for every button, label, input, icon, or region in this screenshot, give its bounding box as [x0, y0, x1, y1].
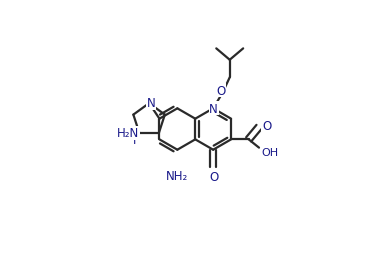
Text: N: N	[147, 97, 156, 110]
Text: OH: OH	[262, 148, 279, 157]
Text: F: F	[133, 133, 140, 146]
Text: NH₂: NH₂	[166, 170, 188, 183]
Text: O: O	[209, 170, 218, 183]
Text: O: O	[217, 85, 226, 98]
Text: H₂N: H₂N	[117, 126, 139, 139]
Text: O: O	[262, 120, 271, 133]
Text: N: N	[209, 102, 218, 115]
